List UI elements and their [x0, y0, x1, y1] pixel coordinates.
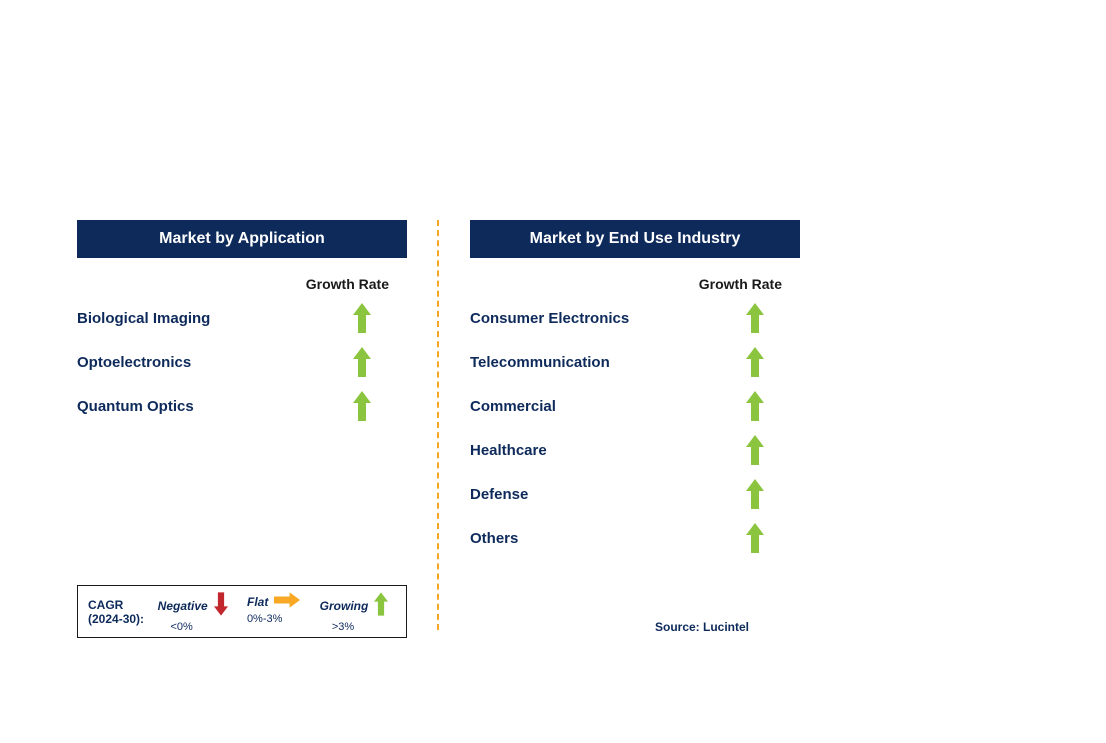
legend-arrow [274, 592, 300, 611]
arrow-up-icon [353, 391, 371, 421]
legend-range: 0%-3% [247, 613, 282, 625]
row-label: Quantum Optics [77, 398, 194, 415]
row-arrow-cell [710, 303, 800, 333]
row-label: Defense [470, 486, 528, 503]
legend-range: <0% [171, 621, 193, 633]
arrow-up-icon [353, 303, 371, 333]
row-arrow-cell [710, 347, 800, 377]
row-label: Telecommunication [470, 354, 610, 371]
right-rows-container: Consumer Electronics Telecommunication C… [470, 302, 800, 554]
data-row: Telecommunication [470, 346, 800, 378]
row-arrow-cell [317, 347, 407, 377]
arrow-up-icon [374, 592, 388, 616]
right-panel: Market by End Use Industry Growth Rate C… [470, 220, 800, 566]
data-row: Defense [470, 478, 800, 510]
data-row: Others [470, 522, 800, 554]
legend-item: Growing >3% [320, 592, 389, 633]
legend-item: Flat 0%-3% [247, 592, 300, 633]
data-row: Quantum Optics [77, 390, 407, 422]
row-arrow-cell [710, 523, 800, 553]
arrow-down-icon [214, 592, 228, 616]
data-row: Optoelectronics [77, 346, 407, 378]
row-arrow-cell [317, 303, 407, 333]
left-panel-title: Market by Application [77, 220, 407, 258]
legend-item-top: Negative [158, 592, 228, 619]
legend-caption: Negative [158, 599, 208, 613]
data-row: Consumer Electronics [470, 302, 800, 334]
legend-prefix-line1: CAGR [88, 598, 123, 612]
legend-item: Negative <0% [158, 592, 228, 633]
row-label: Others [470, 530, 518, 547]
legend-arrow [374, 592, 388, 619]
legend-caption: Growing [320, 599, 369, 613]
legend-arrow [214, 592, 228, 619]
arrow-up-icon [746, 391, 764, 421]
arrow-up-icon [746, 303, 764, 333]
arrow-right-icon [274, 592, 300, 608]
arrow-up-icon [353, 347, 371, 377]
left-rows-container: Biological Imaging Optoelectronics Quant… [77, 302, 407, 422]
row-label: Healthcare [470, 442, 547, 459]
legend-prefix: CAGR (2024-30): [88, 599, 146, 625]
row-label: Consumer Electronics [470, 310, 629, 327]
row-label: Biological Imaging [77, 310, 210, 327]
source-label: Source: Lucintel [655, 620, 749, 634]
arrow-up-icon [746, 435, 764, 465]
legend-prefix-line2: (2024-30): [88, 612, 144, 626]
arrow-up-icon [746, 479, 764, 509]
legend-items: Negative <0% Flat 0%-3% Growing >3% [146, 592, 396, 633]
row-arrow-cell [317, 391, 407, 421]
row-arrow-cell [710, 435, 800, 465]
left-growth-rate-header: Growth Rate [77, 276, 407, 292]
right-growth-rate-header: Growth Rate [470, 276, 800, 292]
right-panel-title: Market by End Use Industry [470, 220, 800, 258]
vertical-divider [437, 220, 439, 630]
legend-caption: Flat [247, 595, 268, 609]
legend-item-top: Flat [247, 592, 300, 611]
legend-item-top: Growing [320, 592, 389, 619]
data-row: Healthcare [470, 434, 800, 466]
left-panel: Market by Application Growth Rate Biolog… [77, 220, 407, 434]
arrow-up-icon [746, 523, 764, 553]
arrow-up-icon [746, 347, 764, 377]
row-arrow-cell [710, 391, 800, 421]
data-row: Commercial [470, 390, 800, 422]
row-label: Commercial [470, 398, 556, 415]
legend-range: >3% [332, 621, 354, 633]
legend-box: CAGR (2024-30): Negative <0% Flat 0%-3% Gr… [77, 585, 407, 638]
data-row: Biological Imaging [77, 302, 407, 334]
row-arrow-cell [710, 479, 800, 509]
row-label: Optoelectronics [77, 354, 191, 371]
